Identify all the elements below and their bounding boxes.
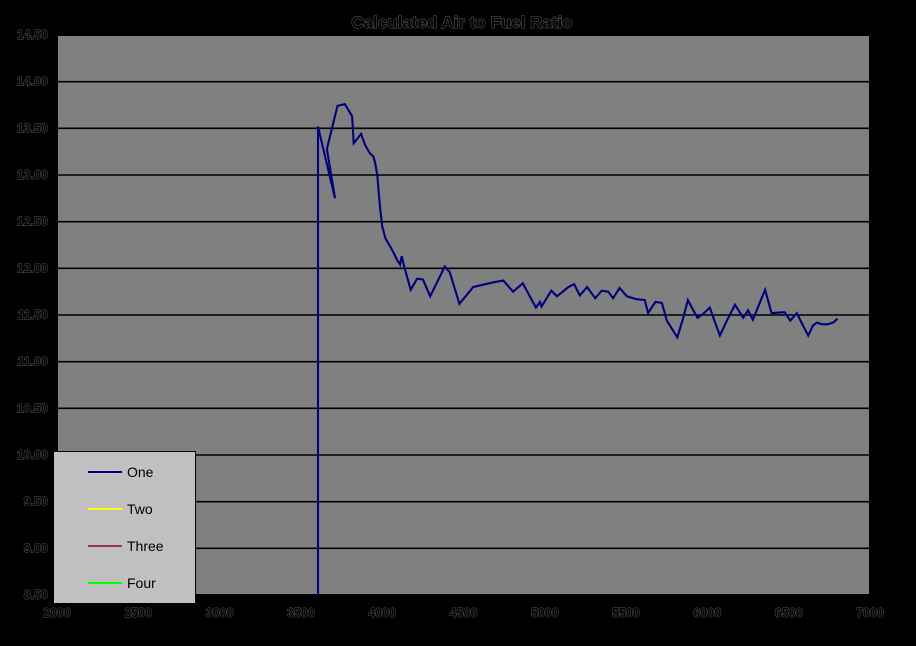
x-axis-label: 5000 (531, 606, 559, 620)
legend-item-label: Two (127, 501, 153, 518)
x-axis-label: 7000 (856, 606, 884, 620)
y-axis-label: 13.00 (17, 168, 48, 182)
y-axis-label: 14.00 (17, 75, 48, 89)
legend-swatch-four (88, 581, 122, 584)
series-line-one (316, 102, 839, 595)
y-axis-label: 12.00 (17, 261, 48, 275)
chart-title: Calculated Air to Fuel Ratio (351, 13, 572, 32)
legend-item-four[interactable]: Four (88, 564, 195, 601)
y-axis-label: 9.50 (24, 495, 48, 509)
y-axis-label: 12.50 (17, 215, 48, 229)
plot-border (56, 34, 871, 596)
legend-item-two[interactable]: Two (88, 491, 195, 528)
legend-swatch-three (88, 544, 122, 547)
y-axis-label: 14.50 (17, 28, 48, 42)
legend-item-label: Four (127, 574, 156, 591)
legend-swatch-one (88, 471, 122, 474)
legend-item-label: Three (127, 537, 164, 554)
y-axis-label: 10.00 (17, 448, 48, 462)
x-axis-label: 3500 (287, 606, 315, 620)
legend-item-label: One (127, 464, 154, 481)
y-axis-label: 10.50 (17, 401, 48, 415)
legend: One Two Three Four (53, 451, 196, 604)
y-axis-label: 11.50 (17, 308, 48, 322)
legend-item-one[interactable]: One (88, 454, 195, 491)
x-axis-label: 2000 (43, 606, 71, 620)
y-axis-label: 13.50 (17, 121, 48, 135)
x-axis-label: 3000 (206, 606, 234, 620)
x-axis-label: 5500 (612, 606, 640, 620)
x-axis-label: 2500 (124, 606, 152, 620)
legend-item-three[interactable]: Three (88, 528, 195, 565)
legend-swatch-two (88, 508, 122, 511)
y-axis-label: 9.00 (24, 541, 48, 555)
y-axis-label: 8.50 (24, 588, 48, 602)
x-axis-label: 6000 (693, 606, 721, 620)
y-axis-label: 11.00 (17, 355, 48, 369)
x-axis-label: 4000 (368, 606, 396, 620)
x-axis-label: 6500 (775, 606, 803, 620)
x-axis-label: 4500 (450, 606, 478, 620)
